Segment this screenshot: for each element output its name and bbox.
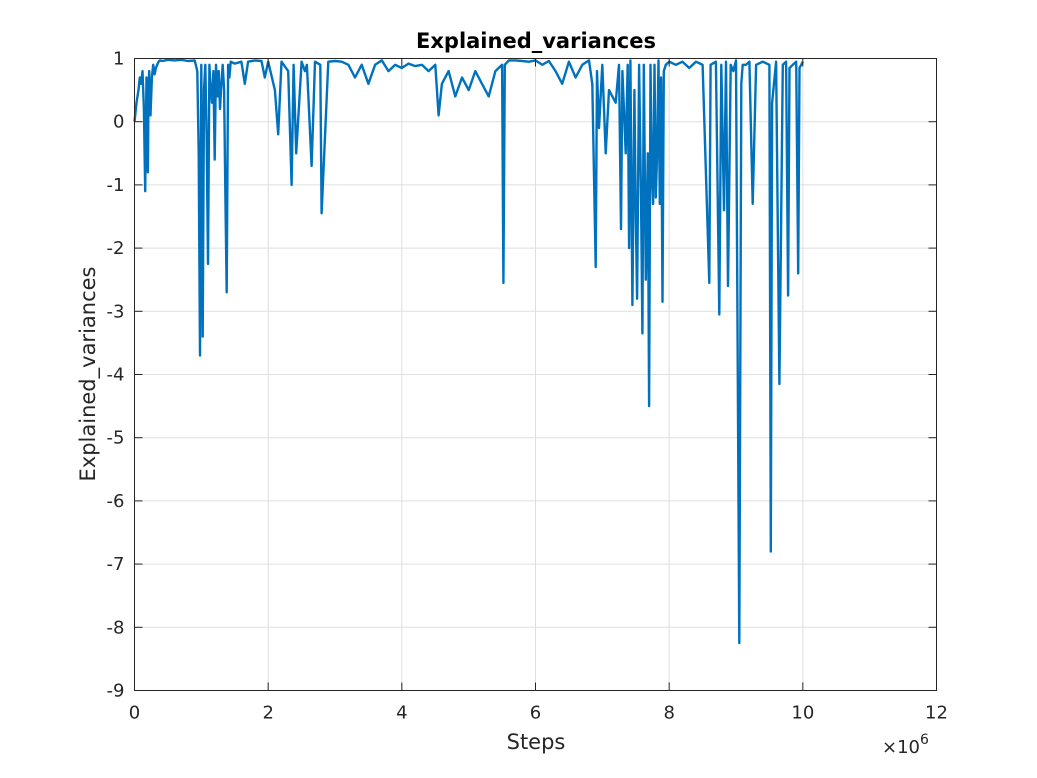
chart-title: Explained_variances <box>416 29 656 53</box>
x-tick-label: 8 <box>663 703 674 724</box>
y-tick-label: -3 <box>107 301 125 322</box>
series-line <box>133 58 804 645</box>
y-tick-label: -8 <box>107 617 125 638</box>
x-tick-label: 12 <box>925 703 948 724</box>
x-tick-labels: 0 2 4 6 8 10 12 <box>129 703 948 724</box>
y-tick-labels: 1 0 -1 -2 -3 -4 -5 -6 -7 -8 -9 <box>107 49 125 702</box>
chart-series <box>133 58 804 645</box>
x-axis-label: Steps <box>507 730 566 754</box>
y-tick-label: 1 <box>113 49 124 70</box>
y-tick-label: -5 <box>107 428 125 449</box>
x-tick-label: 10 <box>791 703 814 724</box>
x-tick-label: 2 <box>262 703 273 724</box>
y-tick-label: -2 <box>107 238 125 259</box>
y-tick-label: -1 <box>107 175 125 196</box>
y-tick-label: -6 <box>107 491 125 512</box>
y-tick-label: -9 <box>107 681 125 702</box>
tick-marks <box>134 58 937 691</box>
y-tick-label: 0 <box>113 112 124 133</box>
y-tick-label: -7 <box>107 554 125 575</box>
x-exponent-power: 6 <box>920 732 929 748</box>
y-tick-label: -4 <box>107 365 125 386</box>
x-exponent-base: ×10 <box>882 737 920 758</box>
x-tick-label: 0 <box>129 703 140 724</box>
x-tick-label: 6 <box>530 703 541 724</box>
y-axis-label: Explained_variances <box>76 267 101 482</box>
chart-grid <box>134 58 937 691</box>
x-tick-label: 4 <box>396 703 407 724</box>
x-axis-exponent: ×106 <box>882 732 929 758</box>
